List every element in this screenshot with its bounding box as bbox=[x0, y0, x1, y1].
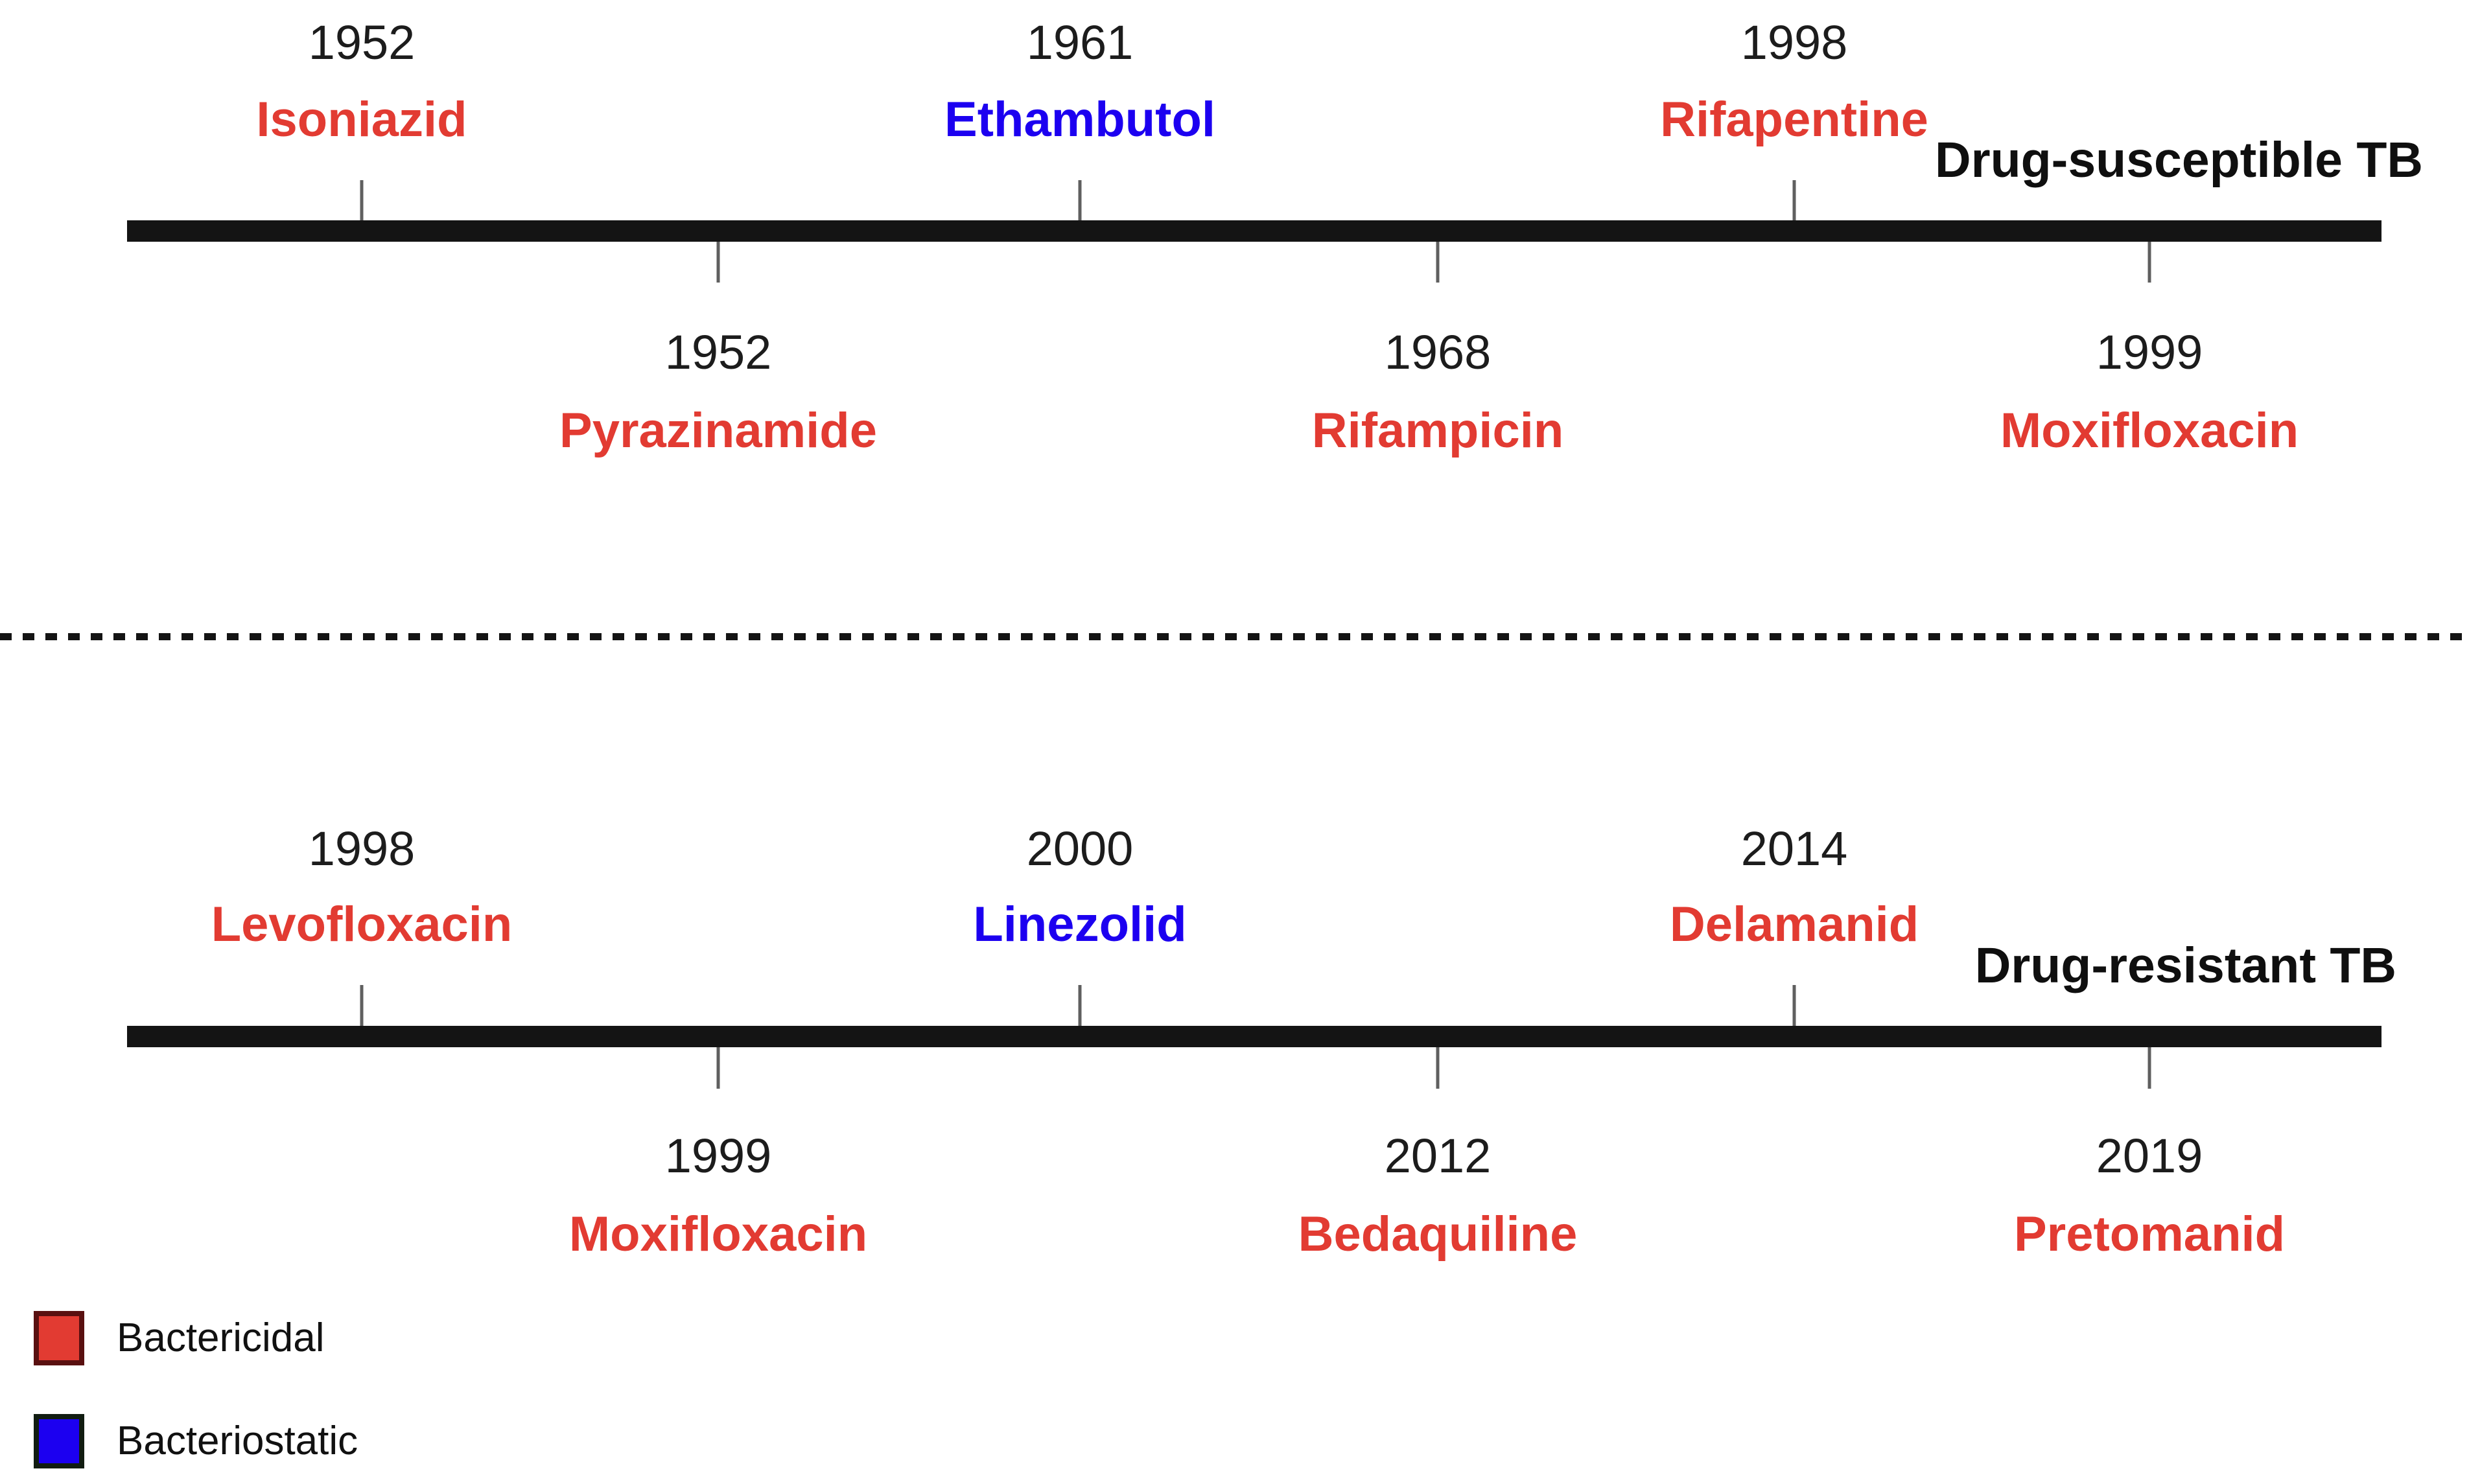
bacteriostatic-color-swatch bbox=[34, 1414, 84, 1468]
tick-mark bbox=[360, 180, 364, 220]
drug-label: Isoniazid bbox=[256, 92, 467, 147]
year-label: 1952 bbox=[664, 325, 772, 379]
timeline-bar-drug-susceptible bbox=[127, 220, 2381, 242]
drug-label: Bedaquiline bbox=[1298, 1207, 1578, 1262]
dashed-divider-line bbox=[0, 633, 2469, 640]
drug-label: Pyrazinamide bbox=[559, 403, 877, 458]
year-label: 2012 bbox=[1384, 1129, 1492, 1183]
timeline-title-drug-susceptible: Drug-susceptible TB bbox=[1935, 132, 2423, 188]
timeline-title-drug-resistant: Drug-resistant TB bbox=[1974, 938, 2396, 993]
drug-label: Pretomanid bbox=[2013, 1207, 2286, 1262]
tick-mark bbox=[1078, 180, 1082, 220]
tick-mark bbox=[1436, 1047, 1440, 1089]
legend-item-bactericidal: Bactericidal bbox=[34, 1311, 324, 1365]
drug-label: Rifampicin bbox=[1311, 403, 1564, 458]
drug-label: Moxifloxacin bbox=[568, 1207, 868, 1262]
year-label: 1968 bbox=[1384, 325, 1492, 379]
year-label: 1999 bbox=[2096, 325, 2203, 379]
tick-mark bbox=[1436, 242, 1440, 283]
legend-item-bacteriostatic: Bacteriostatic bbox=[34, 1414, 358, 1468]
legend-label: Bacteriostatic bbox=[117, 1419, 358, 1463]
tick-mark bbox=[2147, 1047, 2151, 1089]
tick-mark bbox=[2147, 242, 2151, 283]
drug-label: Levofloxacin bbox=[211, 897, 513, 952]
drug-label: Moxifloxacin bbox=[2000, 403, 2299, 458]
tick-mark bbox=[1792, 985, 1796, 1026]
year-label: 1998 bbox=[308, 822, 415, 875]
timeline-bar-drug-resistant bbox=[127, 1026, 2381, 1047]
year-label: 1998 bbox=[1740, 16, 1848, 69]
tick-mark bbox=[716, 242, 720, 283]
drug-label: Linezolid bbox=[973, 897, 1187, 952]
tick-mark bbox=[1078, 985, 1082, 1026]
year-label: 2014 bbox=[1740, 822, 1848, 875]
year-label: 1999 bbox=[664, 1129, 772, 1183]
tick-mark bbox=[1792, 180, 1796, 220]
bactericidal-color-swatch bbox=[34, 1311, 84, 1365]
year-label: 2000 bbox=[1026, 822, 1134, 875]
tick-mark bbox=[360, 985, 364, 1026]
year-label: 1952 bbox=[308, 16, 415, 69]
year-label: 2019 bbox=[2096, 1129, 2203, 1183]
tick-mark bbox=[716, 1047, 720, 1089]
drug-label: Ethambutol bbox=[944, 92, 1215, 147]
year-label: 1961 bbox=[1026, 16, 1134, 69]
drug-label: Rifapentine bbox=[1660, 92, 1928, 147]
legend-label: Bactericidal bbox=[117, 1316, 325, 1360]
drug-label: Delamanid bbox=[1669, 897, 1919, 952]
